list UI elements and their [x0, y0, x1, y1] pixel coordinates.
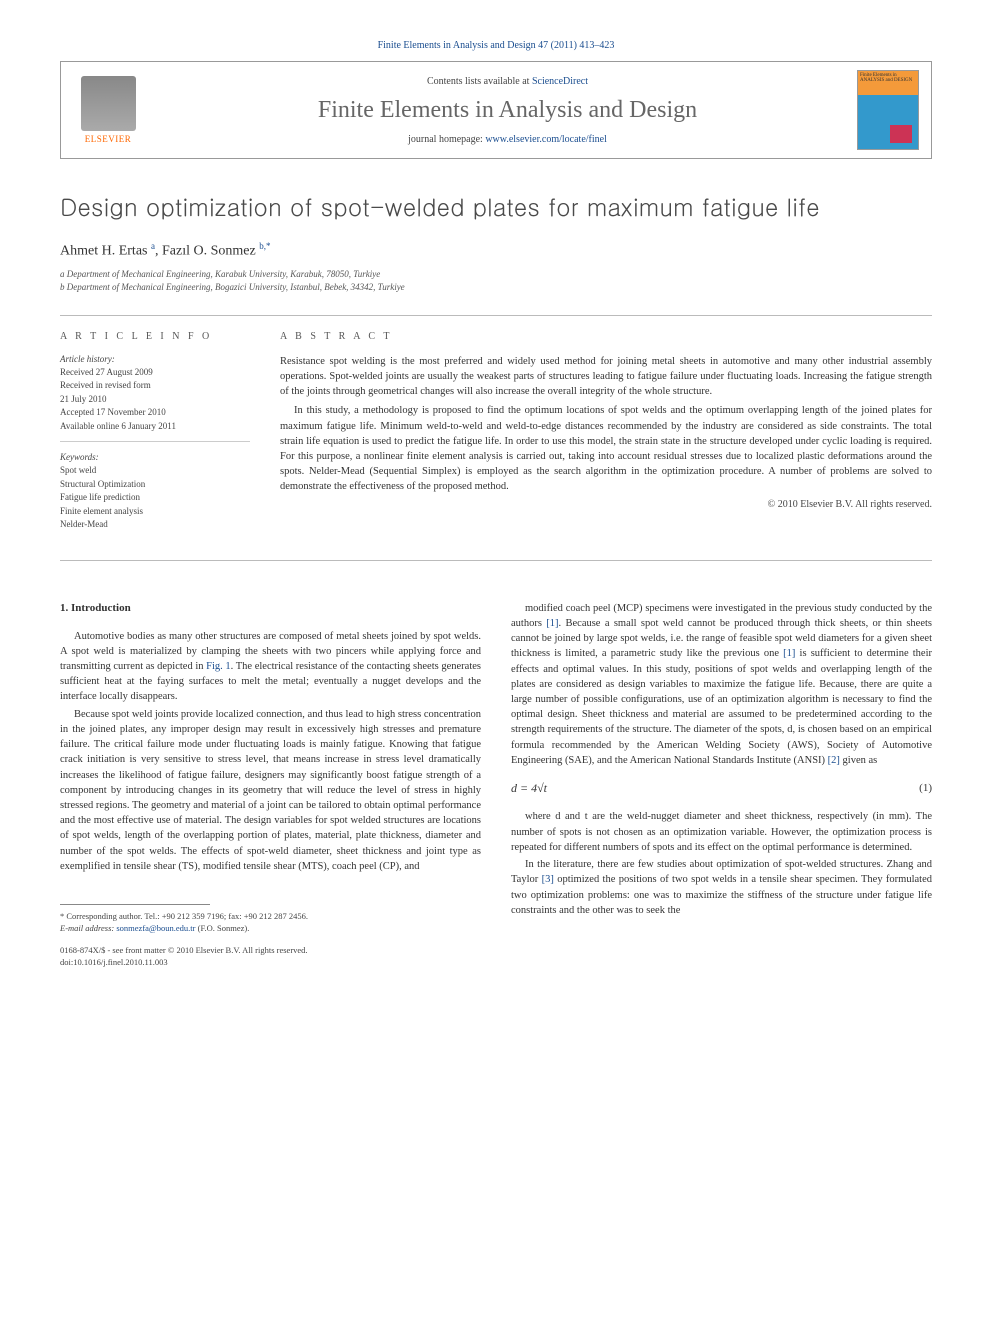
citation-link[interactable]: [3]: [542, 874, 554, 885]
body-paragraph: Because spot weld joints provide localiz…: [60, 707, 481, 874]
abstract-copyright: © 2010 Elsevier B.V. All rights reserved…: [280, 499, 932, 510]
section-title: Introduction: [71, 602, 131, 614]
history-line: Received in revised form: [60, 379, 250, 393]
abstract-heading: A B S T R A C T: [280, 331, 932, 342]
info-abstract-row: A R T I C L E I N F O Article history: R…: [60, 331, 932, 550]
figure-link[interactable]: Fig. 1: [206, 661, 231, 672]
history-label: Article history:: [60, 354, 250, 364]
cover-title: Finite Elements in ANALYSIS and DESIGN: [858, 71, 918, 95]
article-history-block: Article history: Received 27 August 2009…: [60, 354, 250, 443]
body-paragraph: where d and t are the weld-nugget diamet…: [511, 809, 932, 855]
divider: [60, 560, 932, 561]
section-number: 1.: [60, 602, 68, 614]
abstract-column: A B S T R A C T Resistance spot welding …: [280, 331, 932, 550]
publisher-name: ELSEVIER: [85, 134, 132, 144]
history-line: Available online 6 January 2011: [60, 420, 250, 434]
publisher-logo: ELSEVIER: [73, 70, 143, 150]
history-line: 21 July 2010: [60, 393, 250, 407]
body-paragraph: In the literature, there are few studies…: [511, 857, 932, 918]
history-lines: Received 27 August 2009Received in revis…: [60, 366, 250, 434]
journal-reference: Finite Elements in Analysis and Design 4…: [60, 40, 932, 51]
keywords-block: Keywords: Spot weldStructural Optimizati…: [60, 452, 250, 540]
cover-image-icon: [890, 125, 912, 143]
left-column: 1. Introduction Automotive bodies as man…: [60, 601, 481, 969]
abstract-text: Resistance spot welding is the most pref…: [280, 354, 932, 495]
body-columns: 1. Introduction Automotive bodies as man…: [60, 601, 932, 969]
email-line: E-mail address: sonmezfa@boun.edu.tr (F.…: [60, 923, 481, 935]
header-box: ELSEVIER Contents lists available at Sci…: [60, 61, 932, 159]
journal-cover-thumbnail: Finite Elements in ANALYSIS and DESIGN: [857, 70, 919, 150]
article-title: Design optimization of spot-welded plate…: [60, 189, 932, 223]
keyword-line: Spot weld: [60, 464, 250, 478]
equation-row: d = 4√t (1): [511, 780, 932, 797]
doi-line: doi:10.1016/j.finel.2010.11.003: [60, 957, 481, 969]
article-info-heading: A R T I C L E I N F O: [60, 331, 250, 342]
left-paragraphs: Automotive bodies as many other structur…: [60, 629, 481, 875]
abstract-paragraph: Resistance spot welding is the most pref…: [280, 354, 932, 400]
keyword-line: Fatigue life prediction: [60, 491, 250, 505]
keywords-label: Keywords:: [60, 452, 250, 462]
history-line: Accepted 17 November 2010: [60, 406, 250, 420]
keyword-line: Finite element analysis: [60, 505, 250, 519]
divider: [60, 315, 932, 316]
citation-link[interactable]: [1]: [783, 648, 795, 659]
keyword-line: Nelder-Mead: [60, 518, 250, 532]
doi-block: 0168-874X/$ - see front matter © 2010 El…: [60, 945, 481, 969]
abstract-paragraph: In this study, a methodology is proposed…: [280, 403, 932, 494]
affiliation-line: b Department of Mechanical Engineering, …: [60, 281, 932, 295]
citation-link[interactable]: [1]: [546, 618, 558, 629]
email-label: E-mail address:: [60, 923, 114, 933]
corresponding-author-footnote: * Corresponding author. Tel.: +90 212 35…: [60, 911, 481, 935]
equation-number: (1): [919, 781, 932, 797]
affiliation-line: a Department of Mechanical Engineering, …: [60, 268, 932, 282]
authors: Ahmet H. Ertas a, Fazıl O. Sonmez b,*: [60, 241, 932, 260]
email-suffix: (F.O. Sonmez).: [198, 923, 250, 933]
homepage-link[interactable]: www.elsevier.com/locate/finel: [485, 134, 607, 145]
journal-name: Finite Elements in Analysis and Design: [158, 97, 857, 124]
section-heading: 1. Introduction: [60, 601, 481, 617]
affiliations: a Department of Mechanical Engineering, …: [60, 268, 932, 295]
footnote-divider: [60, 904, 210, 905]
equation: d = 4√t: [511, 780, 547, 797]
elsevier-tree-icon: [81, 76, 136, 131]
contents-line: Contents lists available at ScienceDirec…: [158, 76, 857, 87]
contents-prefix: Contents lists available at: [427, 76, 532, 87]
corr-author-line: * Corresponding author. Tel.: +90 212 35…: [60, 911, 481, 923]
keyword-line: Structural Optimization: [60, 478, 250, 492]
homepage-line: journal homepage: www.elsevier.com/locat…: [158, 134, 857, 145]
email-link[interactable]: sonmezfa@boun.edu.tr: [116, 923, 195, 933]
body-paragraph: Automotive bodies as many other structur…: [60, 629, 481, 705]
right-paragraphs-post: where d and t are the weld-nugget diamet…: [511, 809, 932, 918]
header-center: Contents lists available at ScienceDirec…: [158, 76, 857, 145]
right-column: modified coach peel (MCP) specimens were…: [511, 601, 932, 969]
front-matter-line: 0168-874X/$ - see front matter © 2010 El…: [60, 945, 481, 957]
keywords-lines: Spot weldStructural OptimizationFatigue …: [60, 464, 250, 532]
sciencedirect-link[interactable]: ScienceDirect: [532, 76, 588, 87]
body-paragraph: modified coach peel (MCP) specimens were…: [511, 601, 932, 768]
homepage-prefix: journal homepage:: [408, 134, 485, 145]
article-info-column: A R T I C L E I N F O Article history: R…: [60, 331, 250, 550]
page-container: Finite Elements in Analysis and Design 4…: [0, 0, 992, 1009]
citation-link[interactable]: [2]: [828, 755, 840, 766]
right-paragraphs-pre: modified coach peel (MCP) specimens were…: [511, 601, 932, 768]
history-line: Received 27 August 2009: [60, 366, 250, 380]
